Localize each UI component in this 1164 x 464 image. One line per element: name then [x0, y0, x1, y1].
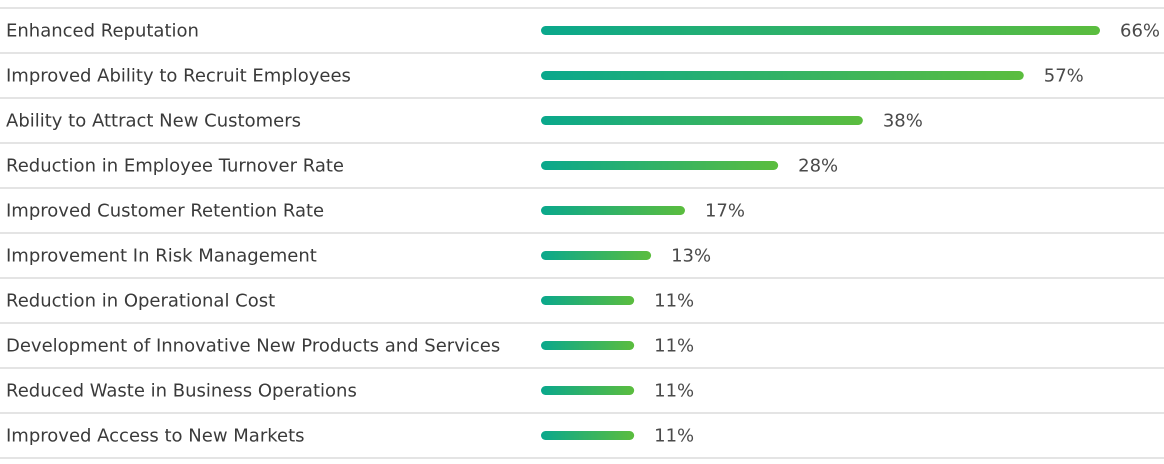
- category-label: Reduction in Employee Turnover Rate: [6, 156, 344, 177]
- bar: [541, 71, 1024, 80]
- bar: [541, 251, 652, 260]
- value-label: 28%: [798, 156, 838, 177]
- category-label: Reduced Waste in Business Operations: [6, 381, 357, 402]
- bar: [541, 296, 635, 305]
- bar: [541, 206, 685, 215]
- value-label: 57%: [1044, 66, 1084, 87]
- bar: [541, 161, 779, 170]
- value-label: 38%: [883, 111, 923, 132]
- chart-rows: Enhanced Reputation 66% Improved Ability t…: [0, 7, 1164, 459]
- value-label: 11%: [654, 336, 694, 357]
- category-label: Enhanced Reputation: [6, 21, 199, 42]
- bar: [541, 26, 1100, 35]
- bar: [541, 386, 635, 395]
- category-label: Improved Access to New Markets: [6, 426, 305, 447]
- value-label: 13%: [671, 246, 711, 267]
- bar: [541, 116, 863, 125]
- category-label: Ability to Attract New Customers: [6, 111, 301, 132]
- value-label: 11%: [654, 291, 694, 312]
- bar: [541, 341, 635, 350]
- value-label: 11%: [654, 381, 694, 402]
- category-label: Improved Customer Retention Rate: [6, 201, 324, 222]
- category-label: Improvement In Risk Management: [6, 246, 317, 267]
- value-label: 17%: [705, 201, 745, 222]
- category-label: Improved Ability to Recruit Employees: [6, 66, 351, 87]
- value-label: 66%: [1120, 21, 1160, 42]
- bar: [541, 431, 635, 440]
- category-label: Development of Innovative New Products a…: [6, 336, 500, 357]
- category-label: Reduction in Operational Cost: [6, 291, 275, 312]
- value-label: 11%: [654, 426, 694, 447]
